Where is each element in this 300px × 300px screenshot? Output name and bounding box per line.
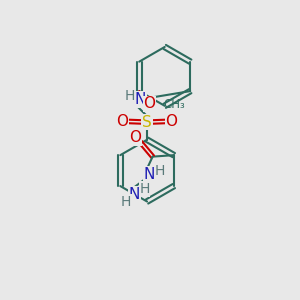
Text: CH₃: CH₃ [164, 98, 185, 111]
Text: S: S [142, 115, 152, 130]
Text: N: N [144, 167, 155, 182]
Text: H: H [121, 195, 131, 209]
Text: N: N [128, 187, 140, 202]
Text: O: O [166, 114, 178, 129]
Text: H: H [154, 164, 165, 178]
Text: O: O [143, 96, 155, 111]
Text: H: H [124, 88, 135, 103]
Text: O: O [117, 114, 129, 129]
Text: H: H [139, 182, 150, 196]
Text: O: O [129, 130, 141, 145]
Text: N: N [135, 92, 146, 107]
